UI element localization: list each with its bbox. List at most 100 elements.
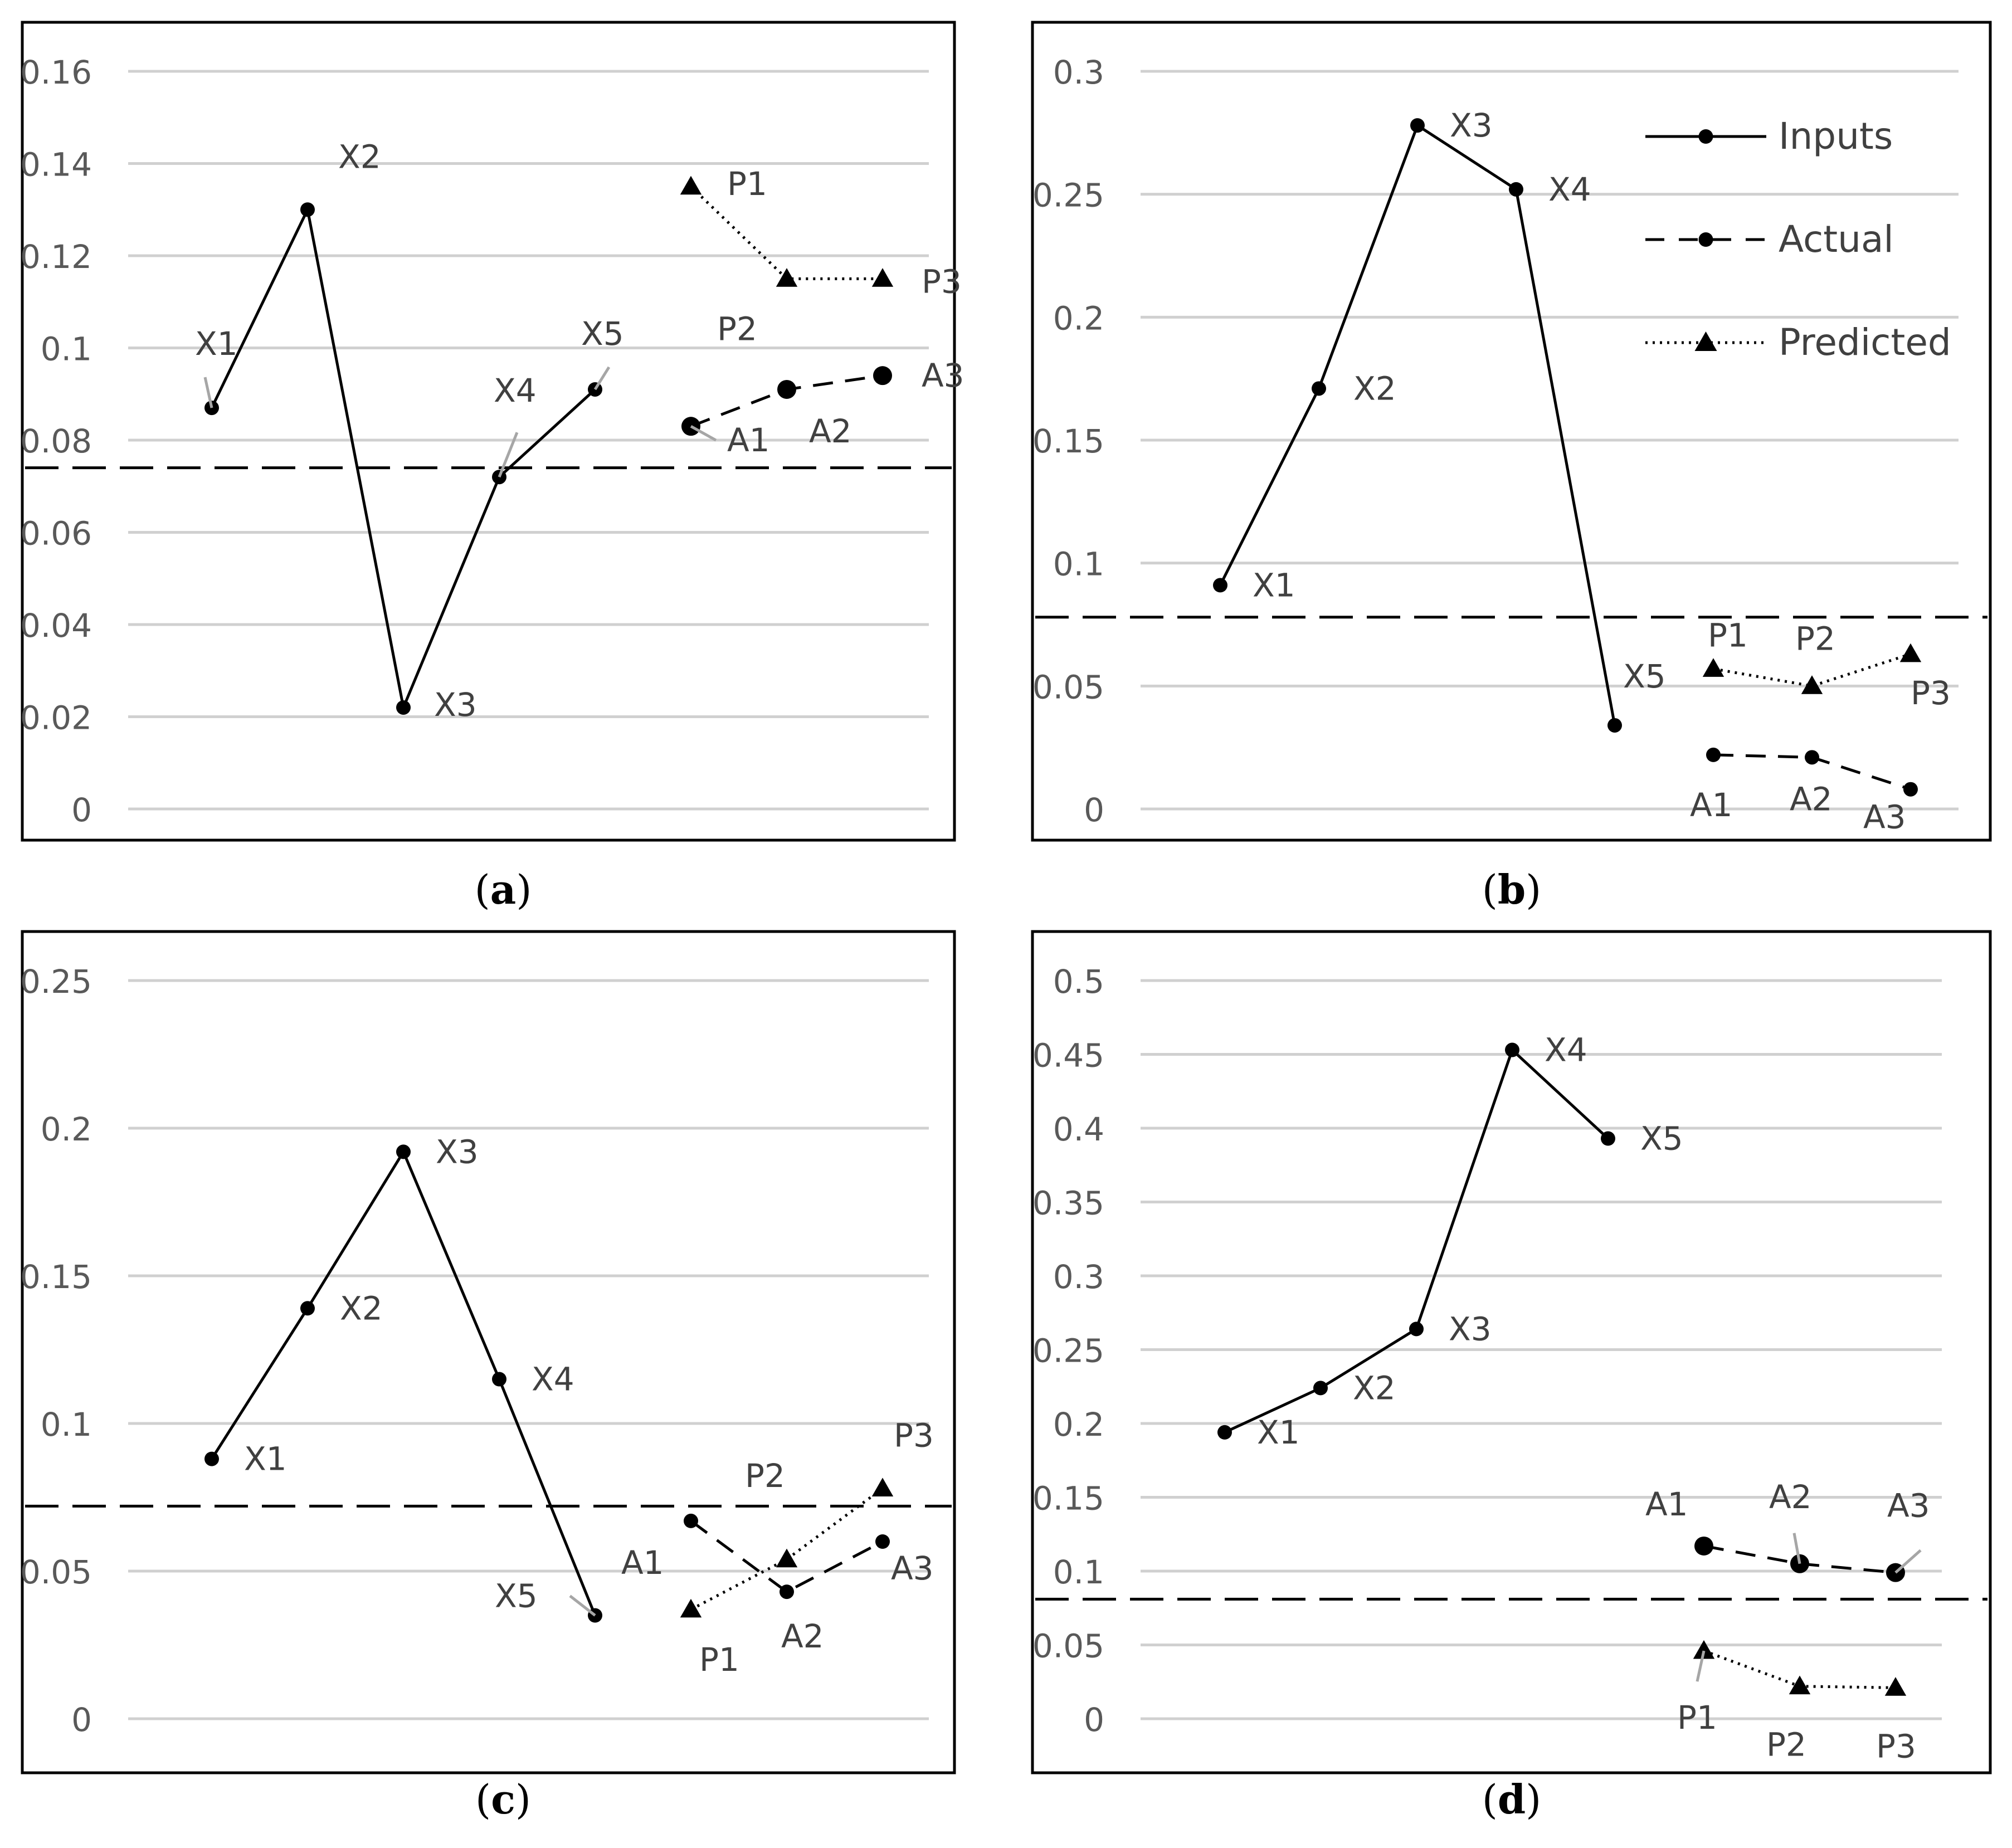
y-tick-label: 0.15 [1032,422,1104,460]
marker-x2 [1312,381,1326,396]
point-label-x5: X5 [1623,657,1666,695]
y-tick-label: 0.2 [1053,1406,1104,1444]
marker-x3 [1410,118,1425,133]
point-label-a1: A1 [727,421,770,459]
legend-marker-inputs [1698,129,1713,144]
panel-d: 0.5 0.45 0.4 0.35 0.3 0.25 0.2 0.15 0.1 0.05 0 X1 X2… [1031,930,1992,1774]
point-label-x3: X3 [436,1133,479,1171]
marker-a1 [1694,1536,1713,1556]
marker-p2 [1789,1675,1811,1695]
marker-a2 [780,1584,794,1600]
leader-line [498,432,519,478]
y-tick-label: 0.15 [20,1258,92,1296]
y-tick-label: 0.1 [41,330,92,368]
panel-caption-c: (c) [475,1776,531,1823]
marker-x4 [1505,1042,1519,1057]
y-tick-label: 0.1 [1053,1553,1104,1591]
point-label-a3: A3 [1863,798,1906,836]
marker-x4 [492,1372,506,1387]
marker-p2 [776,268,798,287]
panel-c: 0.25 0.2 0.15 0.1 0.05 0 X1 X2 X3 X4 X5 A1 A2 A3 P1 P2 P… [20,930,956,1774]
point-label-x5: X5 [581,315,624,353]
marker-x2 [300,202,315,217]
point-label-x1: X1 [1253,566,1295,604]
y-tick-label: 0 [71,1701,92,1739]
y-tick-label: 0.5 [1053,963,1104,1001]
point-label-p3: P3 [894,1417,934,1455]
marker-x1 [204,1451,219,1466]
point-label-x1: X1 [195,325,238,363]
point-label-p1: P1 [699,1641,739,1679]
panel-frame [1031,930,1992,1774]
point-label-p1: P1 [1677,1699,1717,1737]
marker-a3 [875,1534,890,1549]
point-label-a3: A3 [922,357,964,394]
marker-x3 [396,700,411,715]
y-tick-label: 0.05 [1032,1627,1104,1665]
point-label-x4: X4 [1548,170,1591,208]
panel-frame [1031,21,1992,842]
point-label-p2: P2 [717,310,757,348]
leader-line [203,377,213,408]
marker-a1 [1706,747,1721,762]
point-label-x3: X3 [1450,106,1493,144]
panel-b: 0.3 0.25 0.2 0.15 0.1 0.05 0 X1 X2 X3 X4 X5 A1 A2 A3 P1… [1031,21,1992,842]
marker-p1 [680,175,702,195]
marker-x1 [1213,578,1227,593]
point-label-x3: X3 [434,686,477,724]
leader-line [569,1595,596,1617]
y-tick-label: 0 [71,791,92,829]
y-tick-label: 0.02 [20,699,92,737]
y-tick-label: 0.4 [1053,1110,1104,1148]
point-label-p3: P3 [1911,674,1951,712]
point-label-x2: X2 [340,1289,383,1327]
y-tick-label: 0.05 [20,1553,92,1591]
marker-a2 [777,379,796,399]
panel-a: 0.16 0.14 0.12 0.1 0.08 0.06 0.04 0.02 0 X1 X2 X3 X4… [20,21,964,842]
point-label-x4: X4 [1545,1031,1587,1069]
y-tick-label: 0.15 [1032,1480,1104,1518]
point-label-p2: P2 [1766,1726,1806,1764]
marker-p3 [871,268,894,287]
point-label-x4: X4 [494,372,537,409]
marker-a3 [873,366,892,386]
y-tick-label: 0.25 [1032,177,1104,214]
y-tick-label: 0.04 [20,607,92,645]
marker-a3 [1903,782,1918,797]
y-tick-label: 0 [1084,791,1104,829]
point-label-p1: P1 [1708,616,1748,654]
point-label-p2: P2 [745,1457,785,1495]
panel-caption-b: (b) [1482,866,1542,913]
legend-label-predicted: Predicted [1779,321,1951,364]
point-label-x2: X2 [338,138,381,175]
y-tick-label: 0.14 [20,146,92,184]
legend: Inputs Actual Predicted [1645,115,1951,364]
marker-p1 [1702,658,1724,677]
marker-p3 [1884,1677,1907,1696]
point-label-a2: A2 [1769,1478,1812,1516]
point-label-a2: A2 [809,412,852,450]
point-label-x3: X3 [1449,1310,1492,1348]
point-label-a3: A3 [1887,1487,1930,1525]
series-line-actual [690,1519,884,1593]
point-label-x4: X4 [532,1361,574,1398]
marker-x5 [1607,718,1622,733]
y-tick-label: 0.16 [20,53,92,91]
y-tick-label: 0.45 [1032,1037,1104,1075]
marker-x5 [1601,1131,1615,1146]
point-label-p2: P2 [1795,620,1835,657]
point-label-x1: X1 [1257,1413,1300,1451]
marker-x1 [1217,1425,1232,1440]
point-label-a1: A1 [1690,786,1733,824]
y-tick-label: 0.12 [20,238,92,276]
leader-line [1894,1549,1922,1574]
y-tick-label: 0.25 [20,963,92,1001]
panel-caption-d: (d) [1482,1776,1542,1823]
y-tick-label: 0.3 [1053,53,1104,91]
point-label-x5: X5 [495,1577,538,1615]
legend-marker-actual [1698,232,1713,247]
y-tick-label: 0 [1084,1701,1104,1739]
point-label-a1: A1 [1645,1485,1688,1523]
point-label-p3: P3 [922,262,962,300]
